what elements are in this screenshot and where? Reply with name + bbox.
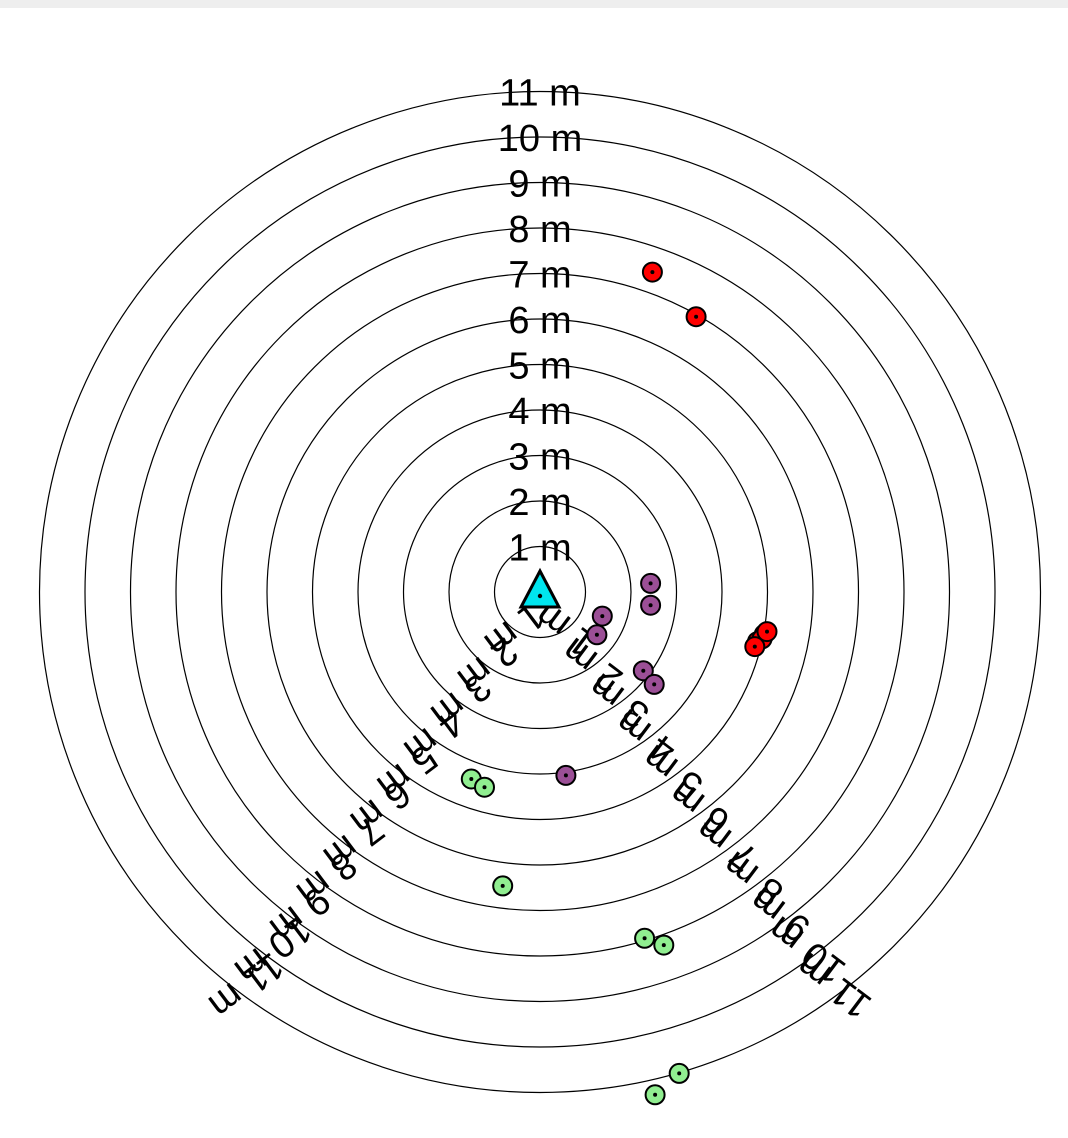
range-ring-4: [357, 409, 723, 775]
range-ring-6: [266, 318, 814, 866]
data-point: [492, 875, 514, 897]
ring-label-top: 6 m: [508, 300, 571, 342]
data-point-dot: [765, 629, 769, 634]
range-ring-3: [402, 454, 678, 730]
ring-label-top: 9 m: [508, 164, 571, 206]
ring-label-top: 2 m: [508, 482, 571, 524]
data-point-dot: [500, 883, 505, 888]
ring-label-top: 1 m: [508, 528, 571, 570]
data-point-dot: [650, 270, 655, 275]
data-point: [643, 673, 665, 695]
data-point-dot: [652, 682, 657, 687]
range-ring-11: [38, 90, 1042, 1094]
data-point-dot: [648, 581, 653, 586]
data-point: [474, 776, 495, 798]
data-point-dot: [563, 773, 568, 778]
data-point-dot: [653, 1092, 658, 1097]
data-point-dot: [661, 943, 666, 948]
data-point-dot: [648, 603, 653, 608]
data-point: [591, 605, 613, 627]
data-point-dot: [594, 632, 599, 637]
data-point: [644, 1084, 666, 1106]
ring-label-top: 3 m: [508, 437, 571, 479]
data-point: [632, 660, 654, 682]
data-point-dot: [600, 614, 605, 619]
ring-label-top: 7 m: [508, 255, 571, 297]
data-point: [555, 764, 577, 786]
data-point: [586, 624, 608, 646]
data-point: [653, 934, 675, 956]
center-dot: [537, 593, 543, 599]
ring-label-top: 8 m: [508, 209, 571, 251]
data-point: [634, 927, 656, 949]
range-ring-10: [84, 136, 996, 1048]
data-point: [641, 261, 663, 283]
range-rings: [38, 90, 1042, 1094]
center-triangle-marker: [518, 567, 562, 609]
ring-label-top: 4 m: [508, 391, 571, 433]
data-point: [640, 572, 662, 594]
data-point-dot: [694, 314, 699, 319]
data-point: [640, 594, 662, 616]
center-marker: [518, 567, 562, 609]
data-point-dot: [641, 668, 646, 673]
data-point-dot: [752, 644, 757, 649]
data-point-dot: [469, 777, 474, 781]
ring-label-top: 11 m: [499, 73, 581, 115]
range-ring-9: [129, 181, 951, 1003]
ring-label-top: 10 m: [498, 118, 582, 160]
range-ring-2: [448, 500, 632, 684]
ring-label-top: 5 m: [508, 346, 571, 388]
data-point-dot: [677, 1071, 682, 1076]
data-point-dot: [642, 936, 647, 941]
data-point: [685, 306, 707, 328]
range-ring-1: [493, 545, 587, 639]
data-points: [460, 261, 778, 1106]
range-ring-7: [220, 272, 860, 912]
data-point: [668, 1062, 690, 1084]
range-ring-8: [175, 227, 905, 957]
range-ring-5: [311, 363, 769, 821]
data-point: [744, 636, 766, 658]
data-point: [756, 621, 778, 643]
data-point-dot: [482, 785, 487, 790]
